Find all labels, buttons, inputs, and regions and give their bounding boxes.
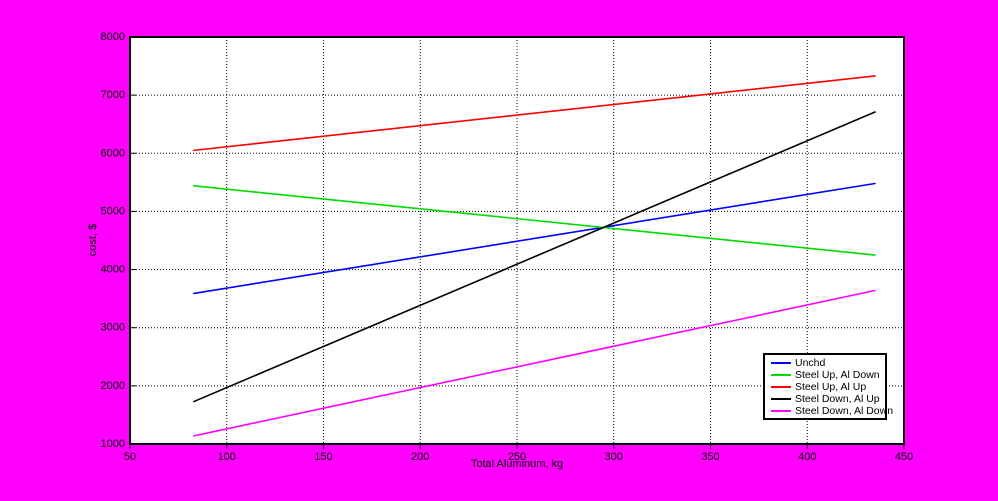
- x-tick-label: 300: [605, 451, 623, 463]
- series-line-steel-down-al-down: [193, 289, 876, 437]
- y-tick-label: 2000: [101, 380, 125, 392]
- x-tick-label: 100: [218, 451, 236, 463]
- legend-label: Steel Down, Al Down: [795, 405, 894, 417]
- legend-entry: Steel Up, Al Up: [771, 381, 883, 393]
- x-tick-label: 150: [314, 451, 332, 463]
- x-tick-label: 50: [124, 451, 136, 463]
- y-axis-title: cost, $: [87, 223, 99, 257]
- legend-line-sample: [771, 386, 791, 388]
- x-tick-label: 250: [508, 451, 526, 463]
- series-line-steel-up-al-down: [193, 185, 876, 256]
- x-tick-label: 400: [798, 451, 816, 463]
- series-line-steel-down-al-up: [193, 111, 876, 403]
- series-line-unchd: [193, 182, 876, 295]
- legend-label: Steel Down, Al Up: [795, 393, 880, 405]
- legend-entry: Steel Up, Al Down: [771, 369, 883, 381]
- legend-line-sample: [771, 410, 791, 412]
- legend-label: Unchd: [795, 357, 826, 369]
- legend-box: Unchd Steel Up, Al Down Steel Up, Al Up Ste…: [763, 353, 893, 420]
- legend-entry: Unchd: [771, 357, 883, 369]
- legend-entry: Steel Down, Al Down: [771, 405, 893, 417]
- y-tick-label: 6000: [101, 147, 125, 159]
- legend-entry: Steel Down, Al Up: [771, 393, 883, 405]
- legend-label: Steel Up, Al Down: [795, 369, 880, 381]
- x-tick-label: 200: [411, 451, 429, 463]
- x-axis-title: Total Aluminum, kg: [470, 458, 564, 470]
- legend-line-sample: [771, 374, 791, 376]
- series-line-steel-up-al-up: [193, 75, 876, 152]
- legend-line-sample: [771, 362, 791, 364]
- y-tick-label: 8000: [101, 31, 125, 43]
- axis-border: [129, 36, 905, 445]
- x-tick-label: 350: [701, 451, 719, 463]
- y-tick-label: 7000: [101, 89, 125, 101]
- y-tick-label: 1000: [101, 438, 125, 450]
- y-tick-label: 5000: [101, 205, 125, 217]
- legend-line-sample: [771, 398, 791, 400]
- y-tick-label: 3000: [101, 322, 125, 334]
- y-tick-label: 4000: [101, 264, 125, 276]
- legend-label: Steel Up, Al Up: [795, 381, 867, 393]
- x-tick-label: 450: [895, 451, 913, 463]
